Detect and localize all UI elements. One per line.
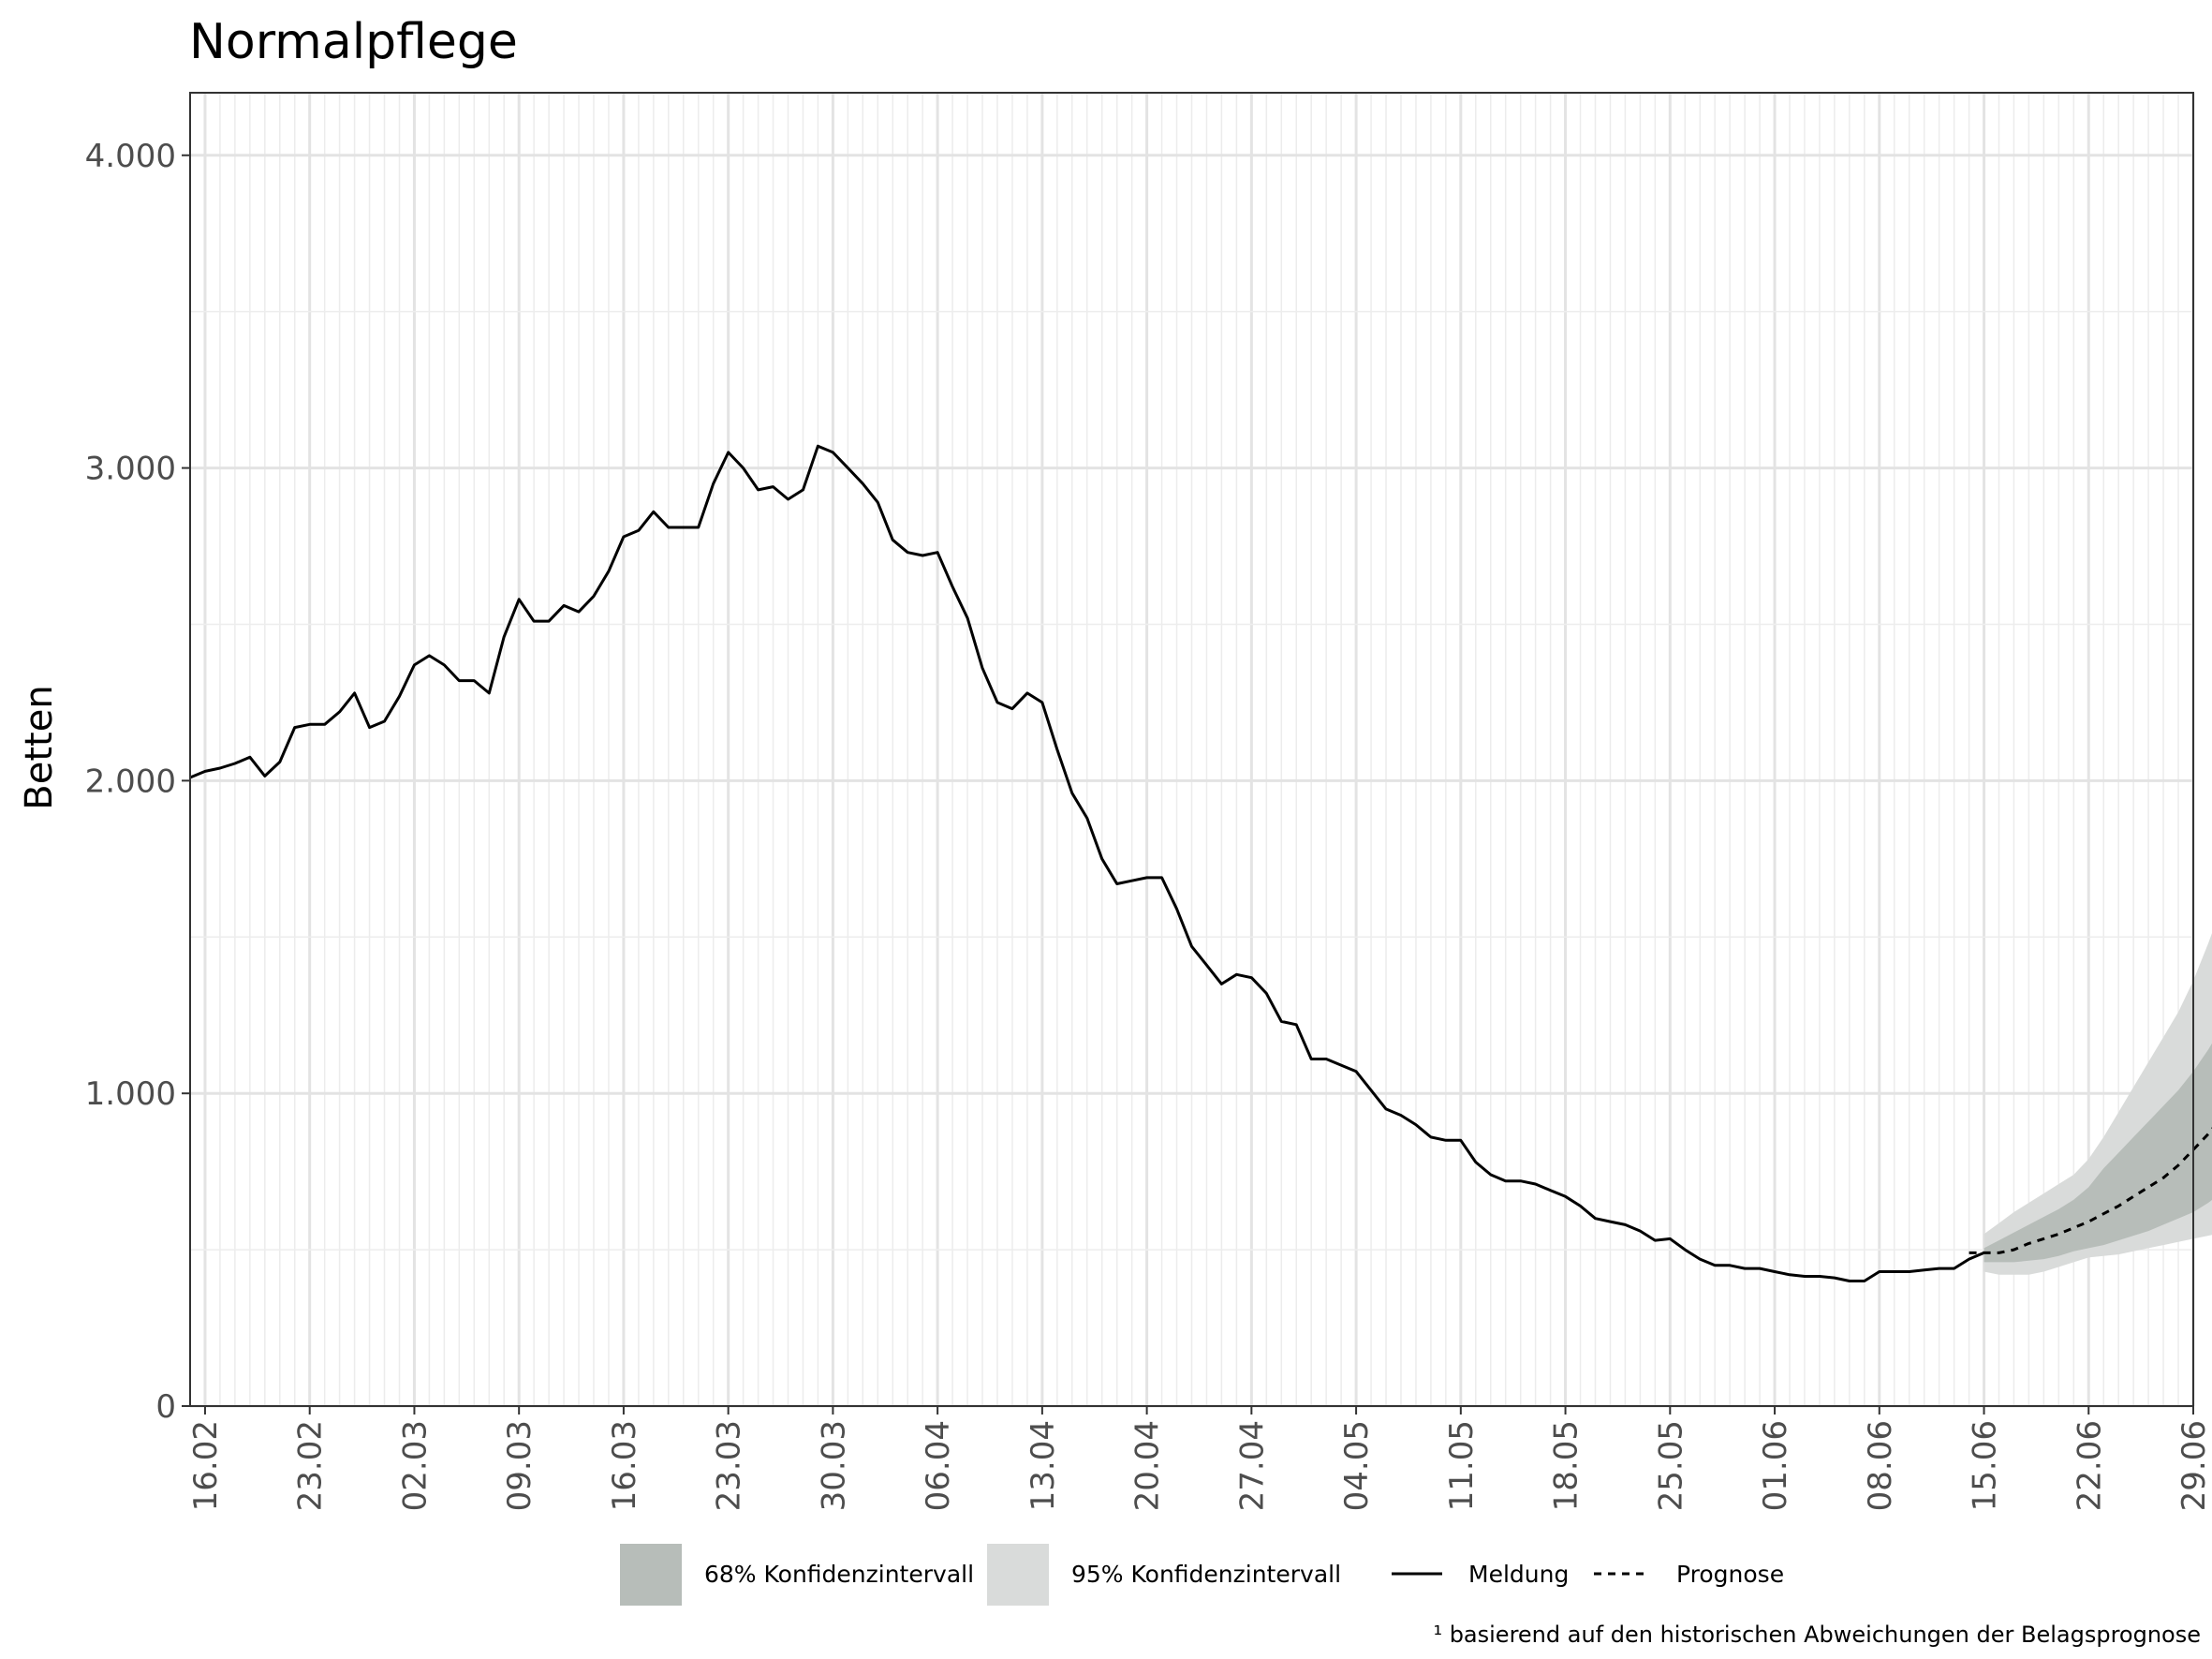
x-tick-label: 02.03 xyxy=(396,1420,434,1511)
x-tick-label: 08.06 xyxy=(1862,1420,1899,1511)
series-line-meldung xyxy=(189,444,1985,1282)
x-tick-label: 30.03 xyxy=(815,1420,852,1511)
x-tick-label: 18.05 xyxy=(1548,1420,1585,1511)
legend-label-prognose: Prognose xyxy=(1676,1561,1784,1588)
chart-title: Normalpflege xyxy=(189,14,518,70)
x-tick-label: 22.06 xyxy=(2071,1420,2108,1511)
x-tick-label: 29.06 xyxy=(2175,1420,2212,1511)
series-line-prognose xyxy=(1969,1127,2212,1254)
y-tick-label: 1.000 xyxy=(85,1075,176,1113)
y-axis-ticks: 0 1.000 2.000 3.000 4.000 xyxy=(85,138,190,1426)
legend-key-68 xyxy=(620,1544,682,1606)
y-tick-label: 3.000 xyxy=(85,451,176,488)
x-tick-label: 16.02 xyxy=(187,1420,225,1511)
confidence-bands xyxy=(1983,933,2212,1275)
x-tick-label: 23.03 xyxy=(711,1420,748,1511)
x-tick-label: 04.05 xyxy=(1338,1420,1376,1511)
y-axis-label: Betten xyxy=(18,685,61,809)
x-tick-label: 27.04 xyxy=(1233,1420,1271,1511)
x-tick-label: 23.02 xyxy=(292,1420,330,1511)
x-tick-label: 13.04 xyxy=(1025,1420,1062,1511)
y-tick-label: 0 xyxy=(155,1388,176,1426)
legend-key-95 xyxy=(987,1544,1049,1606)
x-tick-label: 20.04 xyxy=(1129,1420,1167,1511)
y-tick-label: 4.000 xyxy=(85,138,176,175)
footnote: ¹ basierend auf den historischen Abweich… xyxy=(1433,1622,2201,1648)
series-lines xyxy=(189,444,2212,1282)
x-tick-label: 15.06 xyxy=(1967,1420,2004,1511)
x-tick-label: 16.03 xyxy=(606,1420,643,1511)
legend: 68% Konfidenzintervall 95% Konfidenzinter… xyxy=(620,1544,1784,1606)
x-tick-label: 01.06 xyxy=(1757,1420,1794,1511)
legend-label-68: 68% Konfidenzintervall xyxy=(704,1561,974,1588)
x-tick-label: 11.05 xyxy=(1443,1420,1481,1511)
plot-border xyxy=(189,92,2194,1407)
x-tick-label: 06.04 xyxy=(920,1420,957,1511)
band-68-konfidenzintervall xyxy=(1983,1043,2212,1263)
legend-label-meldung: Meldung xyxy=(1468,1561,1569,1588)
x-tick-label: 09.03 xyxy=(501,1420,538,1511)
x-axis-ticks: 16.02 23.02 02.03 09.03 16.03 23.03 30.03 06.04… xyxy=(187,1406,2212,1511)
legend-label-95: 95% Konfidenzintervall xyxy=(1071,1561,1341,1588)
y-tick-label: 2.000 xyxy=(85,763,176,800)
x-tick-label: 25.05 xyxy=(1652,1420,1689,1511)
